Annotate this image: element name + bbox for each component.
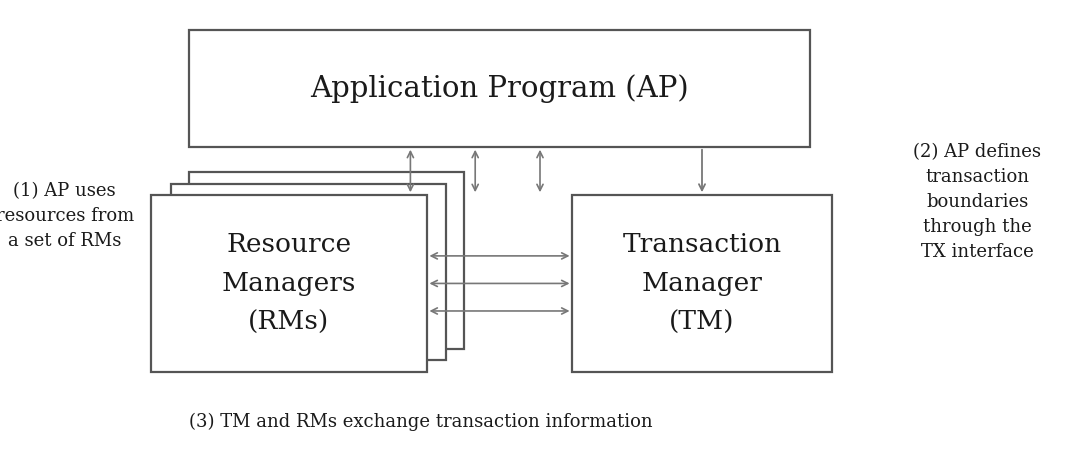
Text: (3) TM and RMs exchange transaction information: (3) TM and RMs exchange transaction info… xyxy=(189,413,653,431)
Text: Transaction
Manager
(TM): Transaction Manager (TM) xyxy=(622,232,782,335)
Bar xyxy=(171,184,446,360)
Text: Application Program (AP): Application Program (AP) xyxy=(310,74,689,103)
Bar xyxy=(572,195,832,372)
Text: (1) AP uses
resources from
a set of RMs: (1) AP uses resources from a set of RMs xyxy=(0,182,134,250)
Bar xyxy=(189,172,464,349)
Bar xyxy=(189,30,810,147)
Bar xyxy=(151,195,427,372)
Text: Resource
Managers
(RMs): Resource Managers (RMs) xyxy=(221,232,356,335)
Text: (2) AP defines
transaction
boundaries
through the
TX interface: (2) AP defines transaction boundaries th… xyxy=(914,143,1041,261)
